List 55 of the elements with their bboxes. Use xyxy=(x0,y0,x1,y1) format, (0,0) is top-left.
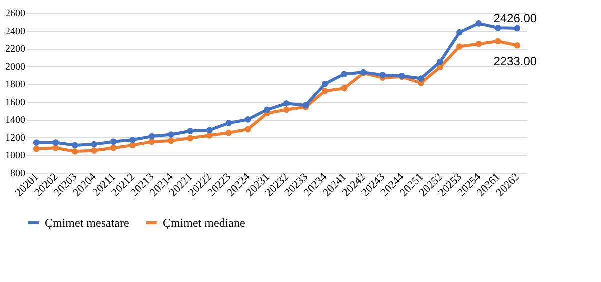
y-tick-label: 2200 xyxy=(6,44,26,56)
point xyxy=(91,141,98,148)
point xyxy=(33,140,40,146)
y-tick-label: 1800 xyxy=(6,80,26,91)
point xyxy=(322,80,328,88)
point xyxy=(283,106,290,114)
point xyxy=(341,85,348,92)
point xyxy=(110,138,117,146)
point xyxy=(418,76,424,82)
point xyxy=(168,132,174,138)
point xyxy=(52,144,60,152)
point xyxy=(110,144,117,152)
point xyxy=(148,133,156,140)
point xyxy=(514,42,521,49)
y-tick-label: 1400 xyxy=(6,115,26,126)
point xyxy=(187,128,194,134)
point xyxy=(148,138,156,146)
point xyxy=(244,126,252,133)
data-label: 2426.00 xyxy=(494,11,538,26)
point xyxy=(514,25,521,32)
point xyxy=(456,44,463,50)
legend-label: Çmimet mediane xyxy=(163,216,246,230)
legend-label: Çmimet mesatare xyxy=(45,216,130,230)
point xyxy=(322,88,328,94)
point xyxy=(244,116,252,123)
point xyxy=(33,146,40,152)
y-tick-label: 2000 xyxy=(6,62,26,73)
point xyxy=(226,130,232,136)
point xyxy=(187,135,194,142)
point xyxy=(476,40,482,48)
point xyxy=(52,140,60,146)
point xyxy=(226,120,232,126)
y-tick-label: 1000 xyxy=(6,150,26,162)
point xyxy=(341,71,348,78)
point xyxy=(380,72,386,78)
point xyxy=(72,142,78,149)
point xyxy=(206,132,213,139)
point xyxy=(168,138,174,144)
y-tick-label: 2600 xyxy=(6,8,26,20)
point xyxy=(130,142,136,149)
y-tick-label: 2400 xyxy=(6,26,26,38)
point xyxy=(437,58,444,66)
point xyxy=(264,106,271,114)
point xyxy=(130,136,136,144)
point xyxy=(206,127,213,134)
point xyxy=(494,24,502,32)
y-tick-label: 1600 xyxy=(6,97,26,108)
point xyxy=(476,20,482,27)
point xyxy=(91,148,98,154)
y-tick-label: 1200 xyxy=(6,132,26,144)
point xyxy=(494,38,502,45)
point xyxy=(456,29,463,36)
point xyxy=(283,100,290,107)
data-label: 2233.00 xyxy=(494,54,538,69)
point xyxy=(72,148,78,155)
